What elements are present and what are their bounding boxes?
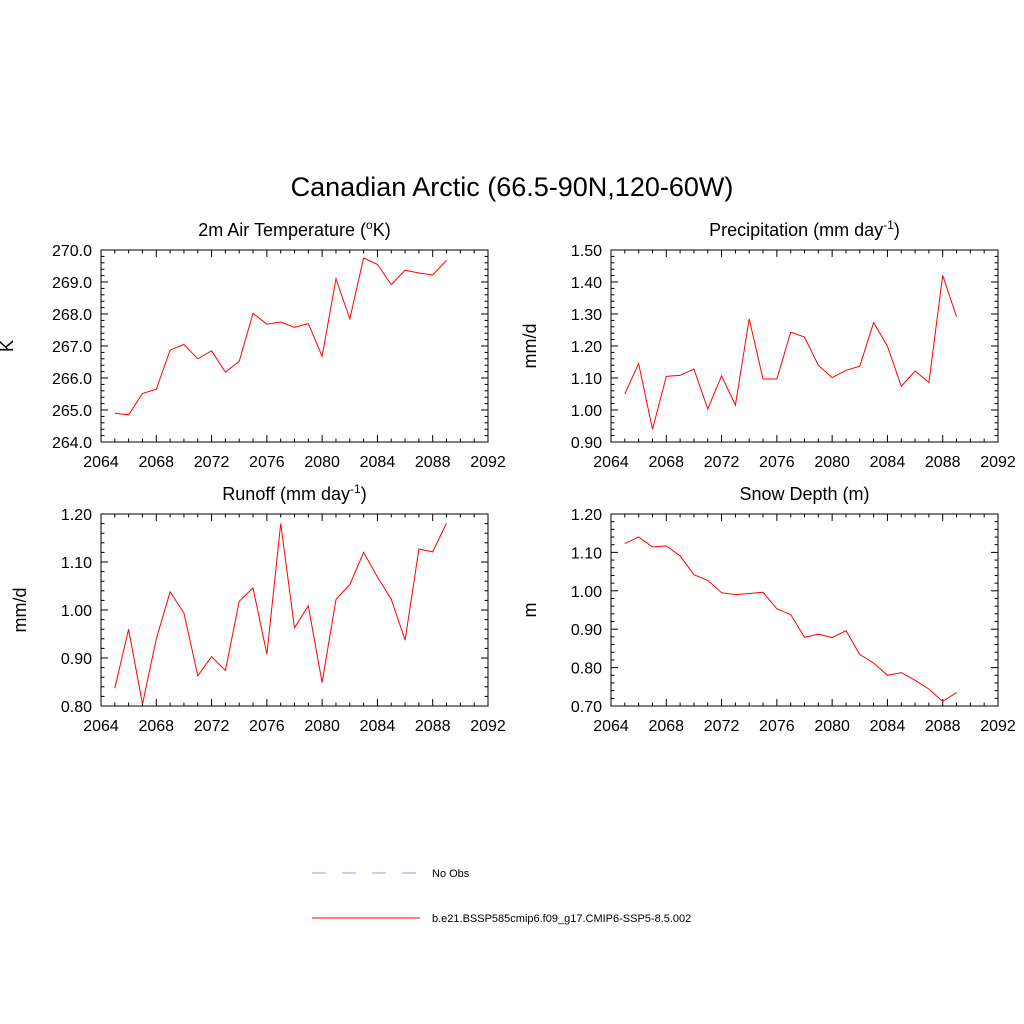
air-temperature-ylabel: K	[0, 340, 17, 352]
air-temperature-title: 2m Air Temperature (oK)	[198, 218, 390, 240]
precipitation-ylabel: mm/d	[520, 324, 540, 369]
air-temperature-frame	[100, 249, 489, 443]
air-temperature-ytick-label: 269.0	[52, 275, 92, 292]
precipitation-ytick-label: 1.30	[571, 307, 602, 324]
snow-depth-ytick-label: 1.20	[571, 507, 602, 524]
snow-depth-xtick-label: 2092	[980, 718, 1016, 735]
snow-depth-frame	[610, 513, 999, 707]
precipitation-xtick-label: 2084	[870, 454, 906, 471]
runoff-xtick-label: 2064	[83, 718, 119, 735]
runoff-title-superscript: -1	[350, 482, 361, 496]
precipitation-xtick-label: 2092	[980, 454, 1016, 471]
precipitation-xtick-label: 2068	[648, 454, 684, 471]
legend-label-obs: No Obs	[432, 868, 470, 880]
air-temperature-xtick-label: 2076	[249, 454, 285, 471]
air-temperature-title-end: K)	[373, 220, 391, 240]
snow-depth-ylabel: m	[520, 603, 540, 618]
snow-depth-xtick-label: 2068	[648, 718, 684, 735]
air-temperature-ytick-label: 266.0	[52, 371, 92, 388]
precipitation-ytick-label: 1.40	[571, 275, 602, 292]
precipitation-title-text: Precipitation (mm day	[709, 220, 883, 240]
runoff-xtick-label: 2080	[304, 718, 340, 735]
air-temperature-xtick-label: 2072	[194, 454, 230, 471]
air-temperature-ytick-label: 270.0	[52, 243, 92, 260]
snow-depth-xtick-label: 2080	[814, 718, 850, 735]
snow-depth-xtick-label: 2064	[593, 718, 629, 735]
runoff-ytick-label: 0.80	[61, 699, 92, 716]
air-temperature-xtick-label: 2064	[83, 454, 119, 471]
runoff-xtick-label: 2076	[249, 718, 285, 735]
runoff-panel: 2064 2068 2072 2076 2080 2084 2088 2092 0.80 0.90…	[10, 482, 506, 735]
snow-depth-xtick-label: 2088	[925, 718, 961, 735]
air-temperature-xtick-label: 2092	[470, 454, 506, 471]
runoff-xtick-label: 2088	[415, 718, 451, 735]
air-temperature-xtick-label: 2080	[304, 454, 340, 471]
precipitation-panel: 2064 2068 2072 2076 2080 2084 2088 2092 0.90 1.00…	[520, 218, 1016, 471]
snow-depth-ytick-label: 1.00	[571, 584, 602, 601]
precipitation-title-superscript: -1	[883, 218, 894, 232]
snow-depth-title: Snow Depth (m)	[739, 484, 869, 504]
runoff-ytick-label: 1.20	[61, 507, 92, 524]
snow-depth-xtick-label: 2072	[704, 718, 740, 735]
runoff-title: Runoff (mm day-1)	[222, 482, 366, 504]
runoff-xtick-label: 2068	[138, 718, 174, 735]
air-temperature-series-line	[114, 257, 447, 416]
runoff-ytick-label: 0.90	[61, 651, 92, 668]
precipitation-ytick-label: 1.10	[571, 371, 602, 388]
precipitation-frame	[610, 249, 999, 443]
runoff-xtick-label: 2084	[360, 718, 396, 735]
precipitation-xtick-label: 2088	[925, 454, 961, 471]
snow-depth-title-text: Snow Depth (m)	[739, 484, 869, 504]
precipitation-series-line	[624, 275, 957, 430]
air-temperature-ytick-label: 267.0	[52, 339, 92, 356]
precipitation-title-end: )	[894, 220, 900, 240]
runoff-xtick-label: 2072	[194, 718, 230, 735]
air-temperature-ytick-label: 268.0	[52, 307, 92, 324]
snow-depth-ytick-label: 1.10	[571, 545, 602, 562]
runoff-title-end: )	[361, 484, 367, 504]
air-temperature-ytick-label: 264.0	[52, 435, 92, 452]
runoff-xtick-label: 2092	[470, 718, 506, 735]
snow-depth-ytick-label: 0.90	[571, 622, 602, 639]
precipitation-xtick-label: 2076	[759, 454, 795, 471]
air-temperature-xtick-label: 2088	[415, 454, 451, 471]
air-temperature-title-superscript: o	[366, 218, 373, 232]
air-temperature-panel: 2064 2068 2072 2076 2080 2084 2088 2092 264.0 265…	[0, 218, 506, 471]
runoff-ytick-label: 1.10	[61, 555, 92, 572]
runoff-ytick-label: 1.00	[61, 603, 92, 620]
precipitation-ytick-label: 1.00	[571, 403, 602, 420]
legend: No Obs b.e21.BSSP585cmip6.f09_g17.CMIP6-S…	[312, 868, 691, 925]
precipitation-ytick-label: 0.90	[571, 435, 602, 452]
runoff-ylabel: mm/d	[10, 588, 30, 633]
runoff-series-line	[114, 522, 447, 705]
snow-depth-ytick-label: 0.70	[571, 699, 602, 716]
snow-depth-ytick-label: 0.80	[571, 661, 602, 678]
precipitation-ytick-label: 1.20	[571, 339, 602, 356]
air-temperature-xtick-label: 2084	[360, 454, 396, 471]
runoff-title-text: Runoff (mm day	[222, 484, 350, 504]
panels: 2064 2068 2072 2076 2080 2084 2088 2092 264.0 265…	[0, 218, 1016, 735]
precipitation-xtick-label: 2064	[593, 454, 629, 471]
runoff-frame	[100, 513, 489, 707]
air-temperature-title-text: 2m Air Temperature (	[198, 220, 366, 240]
snow-depth-series-line	[624, 536, 957, 703]
snow-depth-xtick-label: 2076	[759, 718, 795, 735]
precipitation-title: Precipitation (mm day-1)	[709, 218, 900, 240]
legend-label-model: b.e21.BSSP585cmip6.f09_g17.CMIP6-SSP5-8.…	[432, 913, 691, 925]
snow-depth-panel: 2064 2068 2072 2076 2080 2084 2088 2092 0.70 0.80…	[520, 484, 1016, 735]
precipitation-xtick-label: 2072	[704, 454, 740, 471]
air-temperature-ytick-label: 265.0	[52, 403, 92, 420]
main-title: Canadian Arctic (66.5-90N,120-60W)	[291, 172, 734, 202]
precipitation-xtick-label: 2080	[814, 454, 850, 471]
snow-depth-xtick-label: 2084	[870, 718, 906, 735]
air-temperature-xtick-label: 2068	[138, 454, 174, 471]
precipitation-ytick-label: 1.50	[571, 243, 602, 260]
